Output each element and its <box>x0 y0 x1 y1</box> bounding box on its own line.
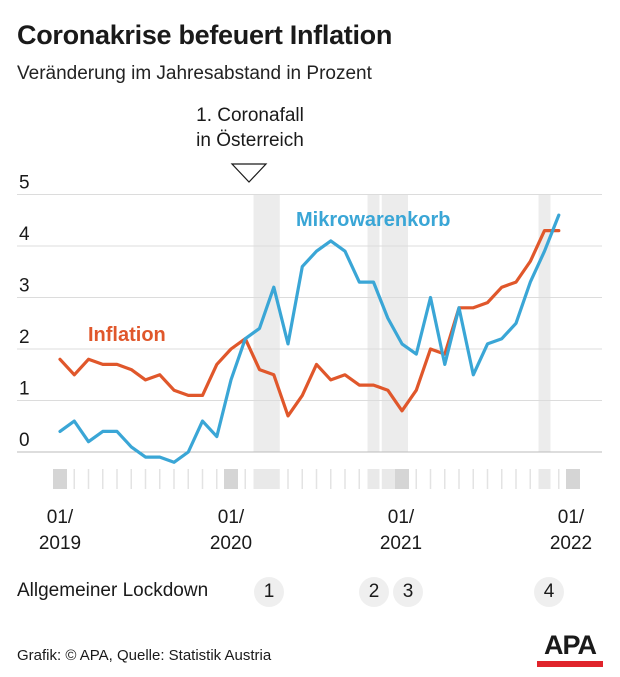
year-label-2019: 01/ 2019 <box>20 505 100 557</box>
lockdown-band-3 <box>381 194 408 452</box>
lockdown-number-4: 4 <box>534 577 564 607</box>
year-label-year: 2021 <box>379 533 423 554</box>
year-label-2021: 01/ 2021 <box>361 505 441 557</box>
lockdown-number-1: 1 <box>254 577 284 607</box>
month-tick <box>444 469 446 489</box>
month-tick <box>301 469 303 489</box>
mikrowarenkorb-line <box>58 213 561 464</box>
year-tick <box>53 469 67 489</box>
annotation-line-1: 1. Coronafall <box>196 105 304 126</box>
year-label-month: 01/ <box>217 507 245 528</box>
mikrowarenkorb-series-label: Mikrowarenkorb <box>296 209 450 231</box>
inflation-line <box>58 229 561 418</box>
month-tick <box>344 469 346 489</box>
month-tick <box>287 469 289 489</box>
month-tick <box>515 469 517 489</box>
year-label-year: 2019 <box>38 533 82 554</box>
year-label-year: 2020 <box>209 533 253 554</box>
month-tick <box>87 469 90 489</box>
month-tick <box>244 469 246 489</box>
month-tick <box>415 469 417 489</box>
lockdown-tick-1 <box>253 469 280 489</box>
month-tick <box>173 469 175 489</box>
annotation-line-2: in Österreich <box>196 130 304 151</box>
month-tick <box>486 469 489 489</box>
inflation-series-label: Inflation <box>88 324 166 346</box>
apa-logo-bar <box>537 661 603 667</box>
month-tick <box>159 469 161 489</box>
month-tick <box>558 469 560 489</box>
apa-logo: APA <box>537 631 603 667</box>
month-tick <box>73 469 75 489</box>
lockdown-band-1 <box>253 194 280 452</box>
month-tick <box>330 469 332 489</box>
lockdown-number-3: 3 <box>393 577 423 607</box>
lockdown-band-2 <box>367 194 380 452</box>
chart-subtitle: Veränderung im Jahresabstand in Prozent <box>17 63 372 84</box>
y-tick-label: 3 <box>19 276 30 297</box>
y-tick-label: 5 <box>19 173 30 194</box>
first-case-marker-icon <box>230 163 268 183</box>
year-tick <box>395 469 409 489</box>
month-tick <box>529 469 531 489</box>
apa-logo-text: APA <box>543 630 597 660</box>
month-tick <box>187 469 189 489</box>
month-tick <box>472 469 474 489</box>
month-tick <box>429 469 432 489</box>
year-label-month: 01/ <box>387 507 415 528</box>
year-label-2020: 01/ 2020 <box>191 505 271 557</box>
source-note: Grafik: © APA, Quelle: Statistik Austria <box>17 647 272 664</box>
year-tick <box>566 469 580 489</box>
y-tick-label: 4 <box>19 224 30 245</box>
y-tick-label: 0 <box>19 430 30 451</box>
month-tick <box>201 469 204 489</box>
year-label-2022: 01/ 2022 <box>531 505 611 557</box>
y-tick-label: 2 <box>19 327 30 348</box>
y-tick-label: 1 <box>19 379 30 400</box>
month-tick <box>458 469 460 489</box>
lockdown-number-2: 2 <box>359 577 389 607</box>
year-label-year: 2022 <box>549 533 593 554</box>
year-label-month: 01/ <box>557 507 585 528</box>
year-label-month: 01/ <box>46 507 74 528</box>
lockdown-legend-label: Allgemeiner Lockdown <box>17 580 209 601</box>
first-case-annotation: 1. Coronafall in Österreich <box>150 103 350 153</box>
year-tick <box>224 469 238 489</box>
month-tick <box>102 469 104 489</box>
month-tick <box>358 469 360 489</box>
month-tick <box>216 469 218 489</box>
lockdown-tick-2 <box>367 469 380 489</box>
month-tick <box>315 469 318 489</box>
month-tick <box>116 469 118 489</box>
month-tick <box>130 469 132 489</box>
chart-title: Coronakrise befeuert Inflation <box>17 20 393 50</box>
month-tick <box>501 469 503 489</box>
month-tick <box>144 469 147 489</box>
lockdown-tick-4 <box>538 469 551 489</box>
